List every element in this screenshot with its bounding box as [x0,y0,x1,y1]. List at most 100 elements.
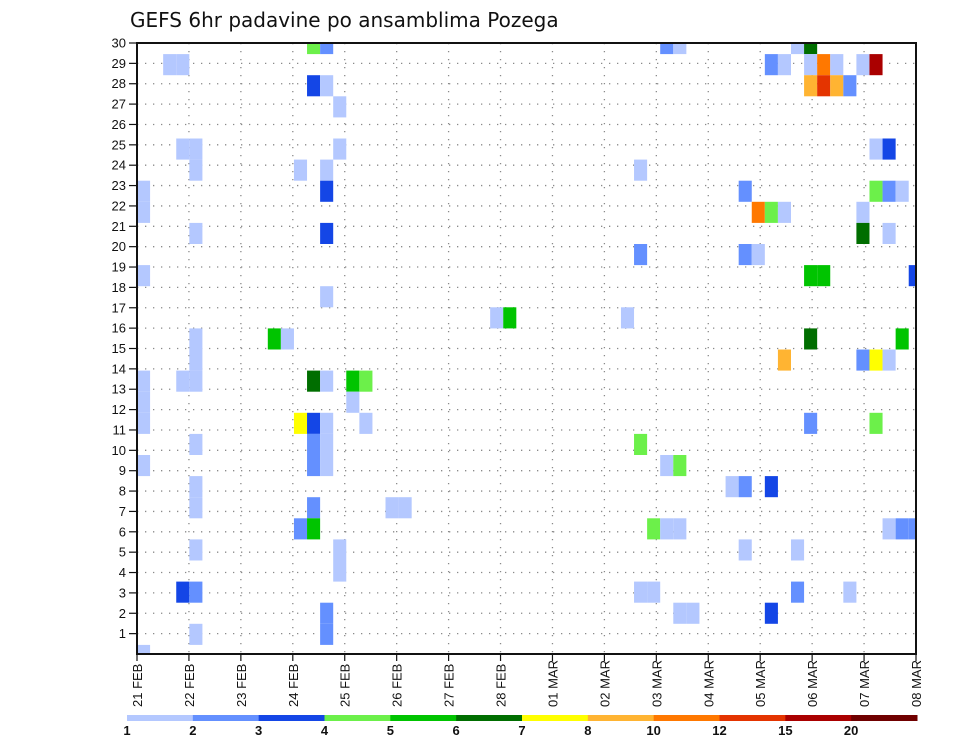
heatmap-cell [804,54,818,76]
heatmap-cell [804,75,818,97]
heatmap-cell [869,138,883,160]
heatmap-cell [895,180,909,202]
heatmap-cell [320,455,334,477]
heatmap-cell [333,138,347,160]
heatmap-cell [804,43,818,55]
colorbar-swatch [522,715,589,721]
colorbar-label: 3 [255,723,262,738]
heatmap-cell [804,412,818,434]
heatmap-cell [307,412,321,434]
heatmap-cell [320,159,334,181]
heatmap-cell [307,455,321,477]
heatmap-cell [398,497,412,519]
colorbar-swatch [324,715,391,721]
x-tick-label: 08 MAR [909,660,924,707]
heatmap-cell [908,518,916,540]
heatmap-cell [137,180,151,202]
y-tick-label: 21 [112,219,126,234]
heatmap-cell [307,43,321,55]
heatmap-cell [882,518,896,540]
heatmap-cell [751,244,765,266]
y-tick-label: 3 [119,585,126,600]
plot-frame [136,42,917,655]
heatmap-cell [176,54,190,76]
y-tick-label: 27 [112,97,126,112]
heatmap-cell [882,180,896,202]
y-tick-label: 17 [112,300,126,315]
colorbar-label: 2 [189,723,196,738]
heatmap-cell [647,581,661,603]
heatmap-cell [673,602,687,624]
heatmap-cell [673,518,687,540]
heatmap-cell [620,307,635,329]
heatmap-cell [503,307,517,329]
heatmap-cell [320,602,334,624]
heatmap-cell [333,539,347,561]
x-tick-label: 04 MAR [701,660,716,707]
heatmap-cell [738,180,752,202]
y-tick-label: 11 [113,422,127,437]
x-tick-label: 03 MAR [649,660,664,707]
colorbar-swatch [653,715,720,721]
heatmap-cell [137,391,151,413]
heatmap-cell [320,43,334,55]
y-tick-label: 30 [112,36,126,51]
heatmap-cell [673,43,687,55]
heatmap-cell [320,433,334,455]
heatmap-cell [869,412,883,434]
y-axis: 1234567891011121314151617181920212223242… [112,36,137,641]
colorbar-label: 12 [712,723,726,738]
heatmap-cell [176,138,190,160]
heatmap-cell [189,370,203,392]
heatmap-cell [634,581,648,603]
heatmap-cell [307,497,321,519]
heatmap-cell [830,54,844,76]
heatmap-cell [359,412,373,434]
heatmap-cell [882,138,896,160]
heatmap-cell [738,476,752,498]
heatmap-cell [320,370,334,392]
heatmap-cell [346,391,360,413]
heatmap-cell [777,54,791,76]
colorbar-swatch [390,715,457,721]
heatmap-cell [777,349,791,371]
heatmap-cell [280,328,294,350]
colorbar-label: 15 [778,723,792,738]
y-tick-label: 28 [112,76,126,91]
heatmap-cell [791,581,805,603]
colorbar-swatch [719,715,786,721]
heatmap-cell [804,328,818,350]
heatmap-cell [307,433,321,455]
colorbar-label: 20 [844,723,858,738]
y-tick-label: 29 [112,56,126,71]
heatmap-cell [660,455,674,477]
heatmap-cell [189,539,203,561]
y-tick-label: 1 [119,626,126,641]
y-tick-label: 7 [119,504,126,519]
x-tick-label: 21 FEB [130,664,145,707]
heatmap-cell [189,476,203,498]
heatmap-cell [634,159,648,181]
colorbar-swatch [258,715,325,721]
heatmap-cell [869,349,883,371]
colorbar-swatch [785,715,852,721]
heatmap-cell [869,180,883,202]
heatmap-cell [359,370,373,392]
heatmap-cell [320,180,334,202]
heatmap-cell [647,518,661,540]
heatmap-cell [320,222,334,244]
heatmap-cell [163,54,177,76]
y-tick-label: 16 [112,321,126,336]
x-tick-label: 27 FEB [442,664,457,707]
heatmap-cell [333,96,347,118]
heatmap-cell [686,602,700,624]
heatmap-cell [137,455,151,477]
heatmap-cell [137,644,151,654]
heatmap-cell [176,370,190,392]
x-tick-label: 23 FEB [234,664,249,707]
heatmap-cell [791,539,805,561]
heatmap-cell [267,328,281,350]
heatmap-cell [293,159,308,181]
y-tick-label: 12 [112,402,126,417]
